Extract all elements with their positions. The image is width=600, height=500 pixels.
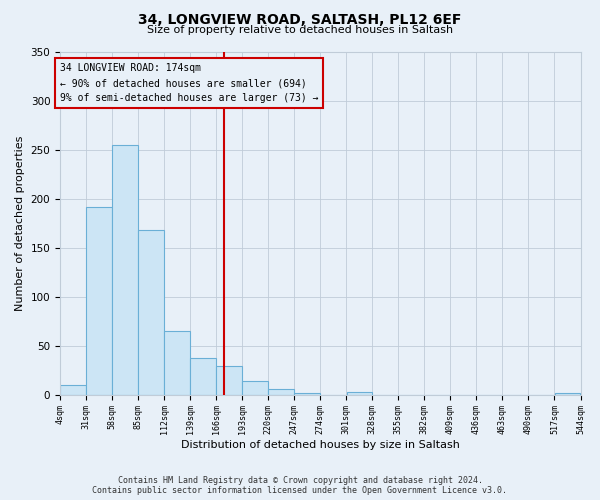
Text: 34, LONGVIEW ROAD, SALTASH, PL12 6EF: 34, LONGVIEW ROAD, SALTASH, PL12 6EF [139,12,461,26]
Bar [347,392,372,394]
Y-axis label: Number of detached properties: Number of detached properties [15,136,25,311]
Bar [112,144,138,394]
Bar [60,385,86,394]
Bar [190,358,216,394]
Text: Contains HM Land Registry data © Crown copyright and database right 2024.
Contai: Contains HM Land Registry data © Crown c… [92,476,508,495]
Text: Size of property relative to detached houses in Saltash: Size of property relative to detached ho… [147,25,453,35]
Bar [164,331,190,394]
Bar [139,230,164,394]
Text: 34 LONGVIEW ROAD: 174sqm
← 90% of detached houses are smaller (694)
9% of semi-d: 34 LONGVIEW ROAD: 174sqm ← 90% of detach… [60,64,319,103]
Bar [217,366,242,394]
Bar [295,393,320,394]
X-axis label: Distribution of detached houses by size in Saltash: Distribution of detached houses by size … [181,440,460,450]
Bar [86,208,112,394]
Bar [242,381,268,394]
Bar [268,389,294,394]
Bar [555,393,580,394]
